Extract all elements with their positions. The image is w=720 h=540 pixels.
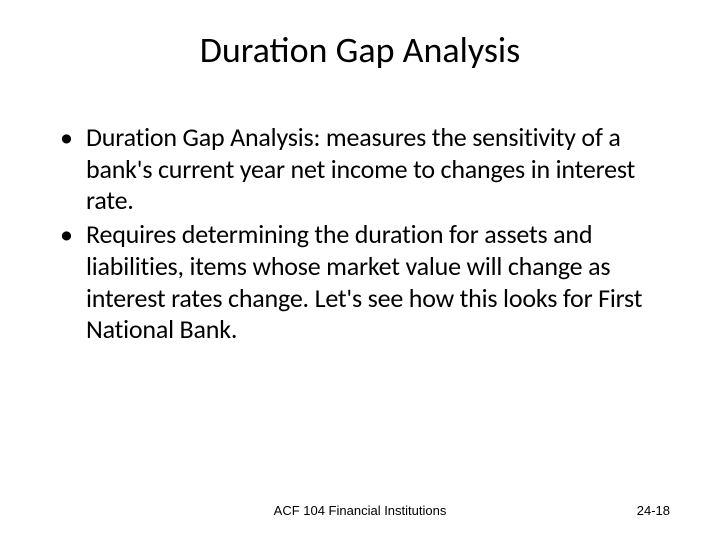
footer-page-number: 24-18: [637, 503, 670, 518]
slide-footer: ACF 104 Financial Institutions 24-18: [0, 503, 720, 518]
footer-center-text: ACF 104 Financial Institutions: [274, 503, 447, 518]
bullet-item: Duration Gap Analysis: measures the sens…: [60, 122, 670, 217]
bullet-item: Requires determining the duration for as…: [60, 219, 670, 346]
bullet-list: Duration Gap Analysis: measures the sens…: [50, 122, 670, 346]
slide-title: Duration Gap Analysis: [50, 28, 670, 72]
slide-container: Duration Gap Analysis Duration Gap Analy…: [0, 0, 720, 540]
